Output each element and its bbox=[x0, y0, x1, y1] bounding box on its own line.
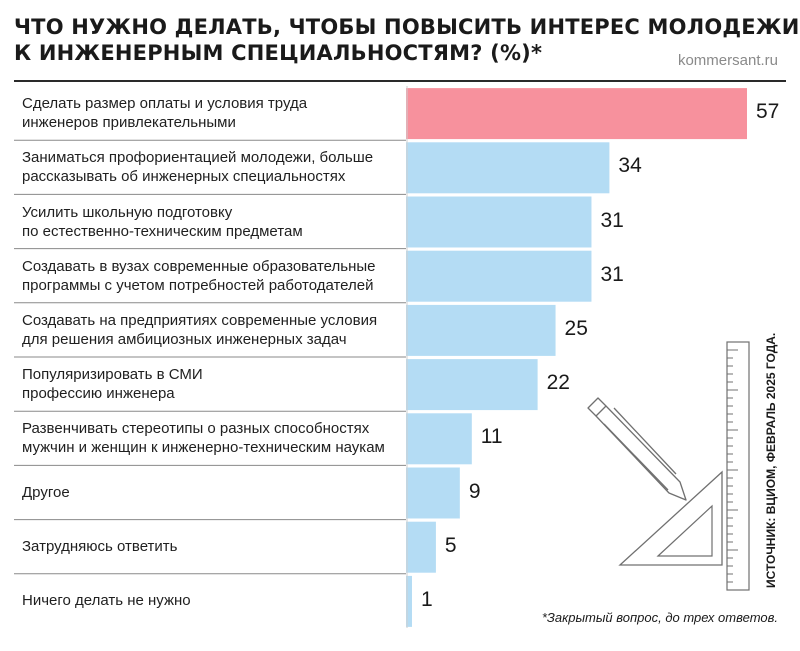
bar-0 bbox=[406, 88, 747, 140]
category-label-4-line-1: для решения амбициозных инженерных задач bbox=[22, 330, 347, 348]
bar-9 bbox=[406, 575, 412, 627]
category-label-2-line-1: по естественно-техническим предметам bbox=[22, 222, 303, 240]
value-label-8: 5 bbox=[444, 533, 457, 557]
category-label-3-line-1: программы с учетом потребностей работода… bbox=[22, 276, 374, 294]
chart-title-line-1: ЧТО НУЖНО ДЕЛАТЬ, ЧТОБЫ ПОВЫСИТЬ ИНТЕРЕС… bbox=[14, 15, 800, 39]
chart-title: ЧТО НУЖНО ДЕЛАТЬ, ЧТОБЫ ПОВЫСИТЬ ИНТЕРЕС… bbox=[14, 14, 800, 66]
value-label-9: 1 bbox=[420, 587, 433, 611]
category-label-1-line-0: Заниматься профориентацией молодежи, бол… bbox=[22, 149, 374, 167]
category-label-1: Заниматься профориентацией молодежи, бол… bbox=[22, 148, 412, 186]
category-label-5: Популяризировать в СМИ профессию инженера bbox=[22, 365, 412, 403]
pencil-icon bbox=[587, 397, 687, 501]
category-label-5-line-1: профессию инженера bbox=[22, 385, 175, 403]
chart-title-line-2: К ИНЖЕНЕРНЫМ СПЕЦИАЛЬНОСТЯМ? (%)* bbox=[14, 41, 543, 65]
value-label-6: 11 bbox=[480, 425, 503, 449]
category-label-1-line-1: рассказывать об инженерных специальностя… bbox=[22, 168, 346, 186]
bar-6 bbox=[406, 413, 472, 465]
category-label-9-line-0: Ничего делать не нужно bbox=[22, 592, 191, 610]
bar-8 bbox=[406, 521, 436, 573]
bar-2 bbox=[406, 196, 592, 248]
category-label-9: Ничего делать не нужно bbox=[22, 591, 412, 610]
value-label-4: 25 bbox=[564, 316, 588, 340]
category-label-4-line-0: Создавать на предприятиях современные ус… bbox=[22, 311, 378, 329]
category-label-2: Усилить школьную подготовку по естественн… bbox=[22, 203, 412, 241]
value-label-5: 22 bbox=[546, 371, 570, 395]
value-label-7: 9 bbox=[468, 479, 481, 503]
category-label-0-line-0: Сделать размер оплаты и условия труда bbox=[22, 95, 308, 113]
title-rule bbox=[14, 80, 786, 82]
category-label-3-line-0: Создавать в вузах современные образовате… bbox=[22, 257, 376, 275]
category-label-6-line-1: мужчин и женщин к инженерно-техническим … bbox=[22, 439, 385, 457]
set-square-icon bbox=[618, 470, 723, 566]
category-label-7: Другое bbox=[22, 483, 412, 502]
value-label-3: 31 bbox=[600, 262, 624, 286]
brand-link[interactable]: kommersant.ru bbox=[677, 52, 778, 69]
category-label-0-line-1: инженеров привлекательными bbox=[22, 114, 236, 132]
ruler-icon bbox=[726, 341, 750, 591]
value-label-2: 31 bbox=[600, 208, 624, 232]
bar-1 bbox=[406, 142, 610, 194]
category-label-3: Создавать в вузах современные образовате… bbox=[22, 257, 412, 295]
category-label-8: Затрудняюсь ответить bbox=[22, 537, 412, 556]
category-label-0: Сделать размер оплаты и условия труда инж… bbox=[22, 94, 412, 132]
bar-4 bbox=[406, 304, 556, 356]
category-label-7-line-0: Другое bbox=[22, 484, 70, 501]
footnote: *Закрытый вопрос, до трех ответов. bbox=[541, 610, 778, 625]
bar-5 bbox=[406, 359, 538, 411]
category-label-8-line-0: Затрудняюсь ответить bbox=[22, 538, 178, 556]
category-label-4: Создавать на предприятиях современные ус… bbox=[22, 311, 412, 349]
value-label-1: 34 bbox=[618, 154, 642, 178]
category-label-6: Развенчивать стереотипы о разных способн… bbox=[22, 419, 412, 457]
category-label-5-line-0: Популяризировать в СМИ bbox=[22, 366, 203, 384]
bar-3 bbox=[406, 250, 592, 302]
category-label-6-line-0: Развенчивать стереотипы о разных способн… bbox=[22, 420, 370, 438]
value-label-0: 57 bbox=[756, 100, 780, 124]
category-label-2-line-0: Усилить школьную подготовку bbox=[22, 203, 233, 221]
bar-7 bbox=[406, 467, 460, 519]
source-note: ИСТОЧНИК: ВЦИОМ, ФЕВРАЛЬ 2025 ГОДА. bbox=[764, 332, 778, 588]
